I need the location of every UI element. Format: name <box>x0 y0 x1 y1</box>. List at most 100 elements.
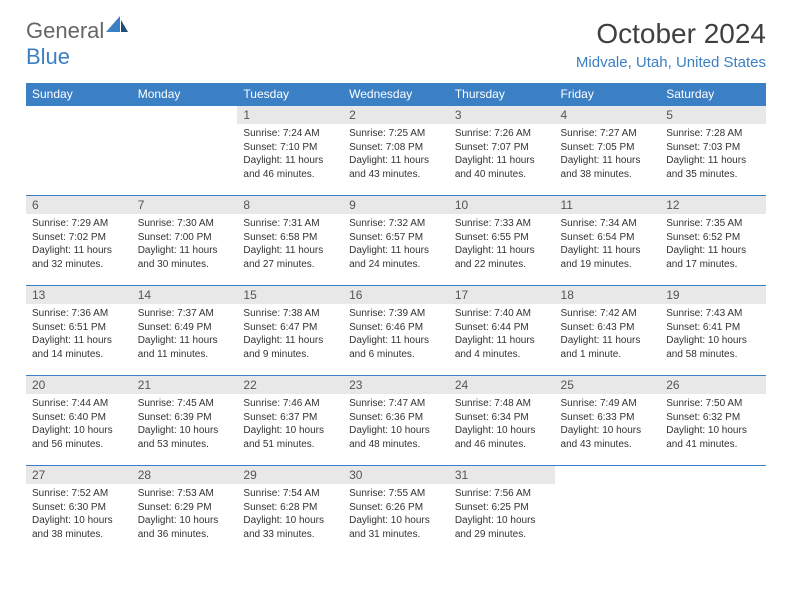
day-cell: 17Sunrise: 7:40 AMSunset: 6:44 PMDayligh… <box>449 286 555 376</box>
day-number: 7 <box>132 196 238 214</box>
day-cell: 29Sunrise: 7:54 AMSunset: 6:28 PMDayligh… <box>237 466 343 556</box>
day-details: Sunrise: 7:45 AMSunset: 6:39 PMDaylight:… <box>132 394 238 455</box>
day-details: Sunrise: 7:42 AMSunset: 6:43 PMDaylight:… <box>555 304 661 365</box>
day-number: 28 <box>132 466 238 484</box>
day-number: 31 <box>449 466 555 484</box>
day-cell: 21Sunrise: 7:45 AMSunset: 6:39 PMDayligh… <box>132 376 238 466</box>
day-number: 25 <box>555 376 661 394</box>
weekday-header: Wednesday <box>343 83 449 106</box>
day-cell: 30Sunrise: 7:55 AMSunset: 6:26 PMDayligh… <box>343 466 449 556</box>
day-cell: 16Sunrise: 7:39 AMSunset: 6:46 PMDayligh… <box>343 286 449 376</box>
day-number: 9 <box>343 196 449 214</box>
day-details: Sunrise: 7:29 AMSunset: 7:02 PMDaylight:… <box>26 214 132 275</box>
day-details: Sunrise: 7:32 AMSunset: 6:57 PMDaylight:… <box>343 214 449 275</box>
day-details: Sunrise: 7:40 AMSunset: 6:44 PMDaylight:… <box>449 304 555 365</box>
day-cell: 22Sunrise: 7:46 AMSunset: 6:37 PMDayligh… <box>237 376 343 466</box>
day-cell: 20Sunrise: 7:44 AMSunset: 6:40 PMDayligh… <box>26 376 132 466</box>
calendar-row: 27Sunrise: 7:52 AMSunset: 6:30 PMDayligh… <box>26 466 766 556</box>
brand-general: General <box>26 18 104 43</box>
day-cell: 4Sunrise: 7:27 AMSunset: 7:05 PMDaylight… <box>555 106 661 196</box>
day-details: Sunrise: 7:34 AMSunset: 6:54 PMDaylight:… <box>555 214 661 275</box>
day-details: Sunrise: 7:28 AMSunset: 7:03 PMDaylight:… <box>660 124 766 185</box>
weekday-header-row: SundayMondayTuesdayWednesdayThursdayFrid… <box>26 83 766 106</box>
day-number: 4 <box>555 106 661 124</box>
day-number: 20 <box>26 376 132 394</box>
day-details: Sunrise: 7:37 AMSunset: 6:49 PMDaylight:… <box>132 304 238 365</box>
title-block: October 2024 Midvale, Utah, United State… <box>576 18 766 71</box>
calendar-row: 6Sunrise: 7:29 AMSunset: 7:02 PMDaylight… <box>26 196 766 286</box>
day-number: 1 <box>237 106 343 124</box>
day-number: 10 <box>449 196 555 214</box>
day-cell: 28Sunrise: 7:53 AMSunset: 6:29 PMDayligh… <box>132 466 238 556</box>
empty-cell <box>555 466 661 556</box>
day-number: 3 <box>449 106 555 124</box>
day-cell: 26Sunrise: 7:50 AMSunset: 6:32 PMDayligh… <box>660 376 766 466</box>
day-cell: 15Sunrise: 7:38 AMSunset: 6:47 PMDayligh… <box>237 286 343 376</box>
day-cell: 25Sunrise: 7:49 AMSunset: 6:33 PMDayligh… <box>555 376 661 466</box>
day-details: Sunrise: 7:52 AMSunset: 6:30 PMDaylight:… <box>26 484 132 545</box>
day-details: Sunrise: 7:55 AMSunset: 6:26 PMDaylight:… <box>343 484 449 545</box>
day-number: 8 <box>237 196 343 214</box>
day-cell: 31Sunrise: 7:56 AMSunset: 6:25 PMDayligh… <box>449 466 555 556</box>
empty-cell <box>26 106 132 196</box>
day-number: 11 <box>555 196 661 214</box>
day-details: Sunrise: 7:44 AMSunset: 6:40 PMDaylight:… <box>26 394 132 455</box>
day-details: Sunrise: 7:26 AMSunset: 7:07 PMDaylight:… <box>449 124 555 185</box>
day-details: Sunrise: 7:31 AMSunset: 6:58 PMDaylight:… <box>237 214 343 275</box>
day-cell: 10Sunrise: 7:33 AMSunset: 6:55 PMDayligh… <box>449 196 555 286</box>
day-cell: 24Sunrise: 7:48 AMSunset: 6:34 PMDayligh… <box>449 376 555 466</box>
day-details: Sunrise: 7:43 AMSunset: 6:41 PMDaylight:… <box>660 304 766 365</box>
empty-cell <box>132 106 238 196</box>
day-cell: 11Sunrise: 7:34 AMSunset: 6:54 PMDayligh… <box>555 196 661 286</box>
day-number: 17 <box>449 286 555 304</box>
day-number: 13 <box>26 286 132 304</box>
day-cell: 5Sunrise: 7:28 AMSunset: 7:03 PMDaylight… <box>660 106 766 196</box>
day-cell: 27Sunrise: 7:52 AMSunset: 6:30 PMDayligh… <box>26 466 132 556</box>
day-cell: 13Sunrise: 7:36 AMSunset: 6:51 PMDayligh… <box>26 286 132 376</box>
day-cell: 9Sunrise: 7:32 AMSunset: 6:57 PMDaylight… <box>343 196 449 286</box>
location: Midvale, Utah, United States <box>576 54 766 71</box>
day-details: Sunrise: 7:54 AMSunset: 6:28 PMDaylight:… <box>237 484 343 545</box>
calendar-row: 13Sunrise: 7:36 AMSunset: 6:51 PMDayligh… <box>26 286 766 376</box>
day-details: Sunrise: 7:35 AMSunset: 6:52 PMDaylight:… <box>660 214 766 275</box>
calendar-row: 1Sunrise: 7:24 AMSunset: 7:10 PMDaylight… <box>26 106 766 196</box>
day-details: Sunrise: 7:48 AMSunset: 6:34 PMDaylight:… <box>449 394 555 455</box>
day-number: 16 <box>343 286 449 304</box>
weekday-header: Saturday <box>660 83 766 106</box>
day-details: Sunrise: 7:33 AMSunset: 6:55 PMDaylight:… <box>449 214 555 275</box>
header: General Blue October 2024 Midvale, Utah,… <box>26 18 766 71</box>
day-cell: 14Sunrise: 7:37 AMSunset: 6:49 PMDayligh… <box>132 286 238 376</box>
day-number: 27 <box>26 466 132 484</box>
brand-text: General Blue <box>26 18 128 70</box>
day-cell: 12Sunrise: 7:35 AMSunset: 6:52 PMDayligh… <box>660 196 766 286</box>
brand-blue: Blue <box>26 44 70 69</box>
day-details: Sunrise: 7:24 AMSunset: 7:10 PMDaylight:… <box>237 124 343 185</box>
brand-logo: General Blue <box>26 18 128 70</box>
day-number: 19 <box>660 286 766 304</box>
sail-icon <box>106 12 128 37</box>
day-cell: 18Sunrise: 7:42 AMSunset: 6:43 PMDayligh… <box>555 286 661 376</box>
day-cell: 23Sunrise: 7:47 AMSunset: 6:36 PMDayligh… <box>343 376 449 466</box>
day-number: 12 <box>660 196 766 214</box>
day-cell: 7Sunrise: 7:30 AMSunset: 7:00 PMDaylight… <box>132 196 238 286</box>
day-number: 21 <box>132 376 238 394</box>
day-number: 30 <box>343 466 449 484</box>
day-number: 24 <box>449 376 555 394</box>
day-details: Sunrise: 7:49 AMSunset: 6:33 PMDaylight:… <box>555 394 661 455</box>
day-number: 29 <box>237 466 343 484</box>
day-details: Sunrise: 7:46 AMSunset: 6:37 PMDaylight:… <box>237 394 343 455</box>
day-number: 2 <box>343 106 449 124</box>
weekday-header: Friday <box>555 83 661 106</box>
day-number: 15 <box>237 286 343 304</box>
calendar-body: 1Sunrise: 7:24 AMSunset: 7:10 PMDaylight… <box>26 106 766 556</box>
month-title: October 2024 <box>576 18 766 50</box>
day-number: 26 <box>660 376 766 394</box>
day-details: Sunrise: 7:30 AMSunset: 7:00 PMDaylight:… <box>132 214 238 275</box>
day-cell: 8Sunrise: 7:31 AMSunset: 6:58 PMDaylight… <box>237 196 343 286</box>
day-details: Sunrise: 7:56 AMSunset: 6:25 PMDaylight:… <box>449 484 555 545</box>
day-cell: 6Sunrise: 7:29 AMSunset: 7:02 PMDaylight… <box>26 196 132 286</box>
day-details: Sunrise: 7:27 AMSunset: 7:05 PMDaylight:… <box>555 124 661 185</box>
weekday-header: Monday <box>132 83 238 106</box>
day-cell: 3Sunrise: 7:26 AMSunset: 7:07 PMDaylight… <box>449 106 555 196</box>
day-details: Sunrise: 7:25 AMSunset: 7:08 PMDaylight:… <box>343 124 449 185</box>
